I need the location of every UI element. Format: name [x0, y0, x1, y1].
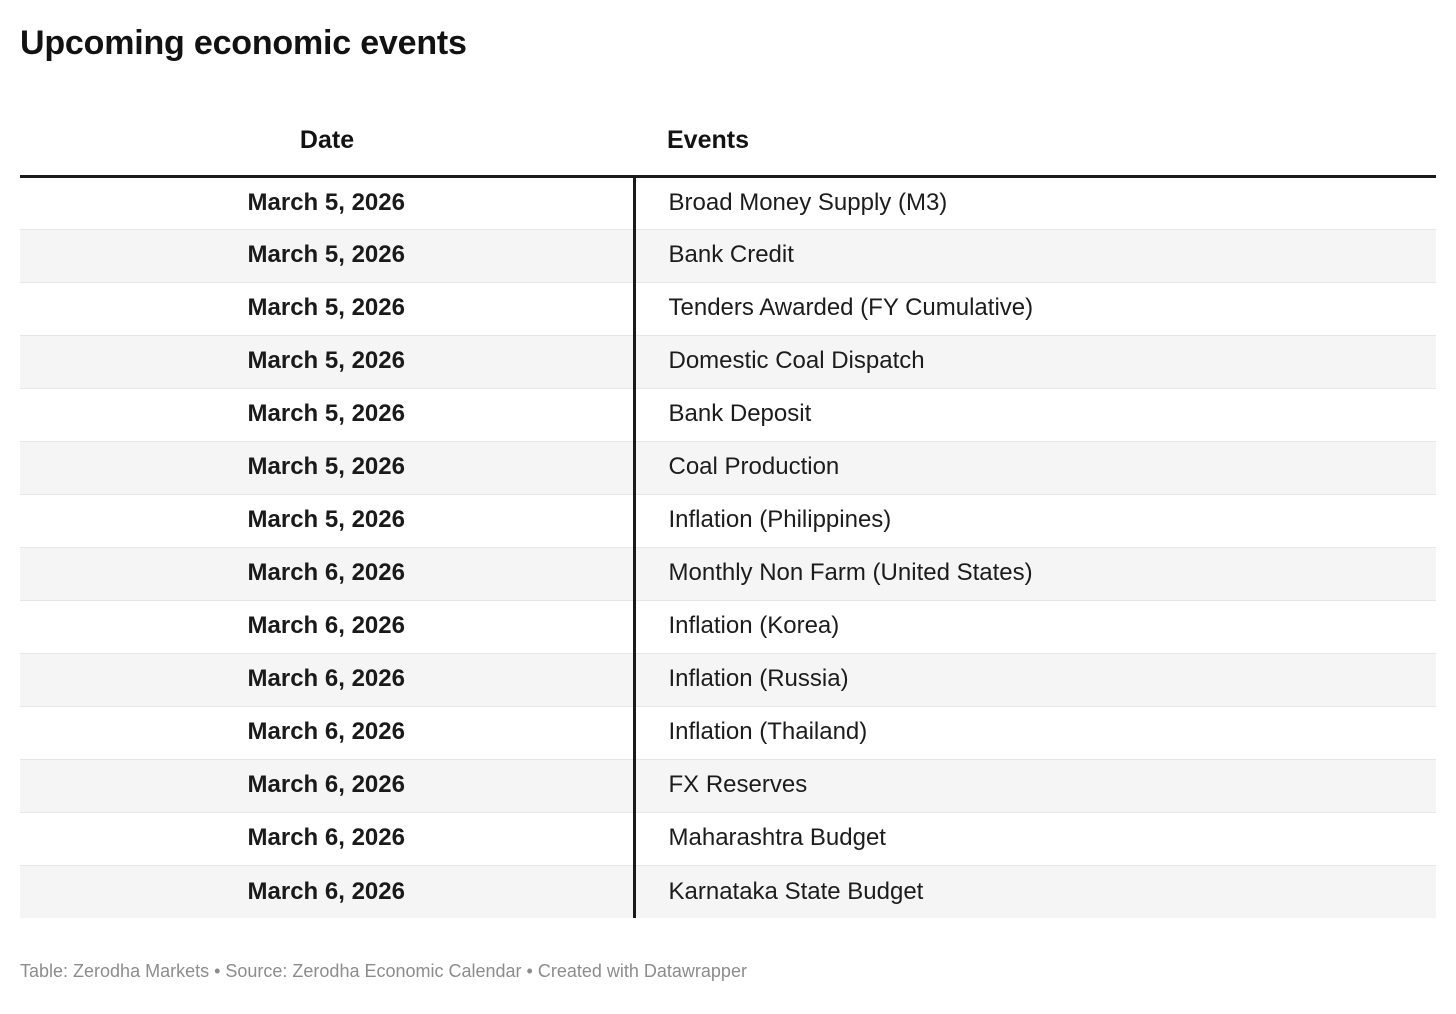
- date-cell: March 6, 2026: [20, 546, 634, 601]
- event-cell: FX Reserves: [632, 758, 1436, 813]
- event-cell: Inflation (Philippines): [632, 493, 1436, 548]
- date-cell: March 6, 2026: [20, 599, 634, 654]
- table-row: March 5, 2026 Tenders Awarded (FY Cumula…: [20, 281, 1436, 336]
- event-cell: Bank Deposit: [632, 387, 1436, 442]
- date-cell: March 5, 2026: [20, 334, 634, 389]
- date-cell: March 6, 2026: [20, 811, 634, 866]
- date-cell: March 5, 2026: [20, 440, 634, 495]
- table-row: March 5, 2026 Bank Credit: [20, 228, 1436, 283]
- table-header: Date Events: [20, 91, 1436, 178]
- date-cell: March 6, 2026: [20, 758, 634, 813]
- event-cell: Bank Credit: [632, 228, 1436, 283]
- event-cell: Inflation (Russia): [632, 652, 1436, 707]
- event-cell: Karnataka State Budget: [632, 864, 1436, 919]
- event-cell: Domestic Coal Dispatch: [632, 334, 1436, 389]
- date-cell: March 6, 2026: [20, 705, 634, 760]
- event-cell: Monthly Non Farm (United States): [632, 546, 1436, 601]
- economic-events-table: Date Events March 5, 2026 Broad Money Su…: [20, 91, 1436, 919]
- page-title: Upcoming economic events: [20, 24, 467, 62]
- datawrapper-table-page: Upcoming economic events Date Events Mar…: [20, 24, 1436, 982]
- date-cell: March 6, 2026: [20, 652, 634, 707]
- date-cell: March 5, 2026: [20, 281, 634, 336]
- date-cell: March 5, 2026: [20, 387, 634, 442]
- event-cell: Coal Production: [632, 440, 1436, 495]
- table-row: March 5, 2026 Inflation (Philippines): [20, 493, 1436, 548]
- date-cell: March 5, 2026: [20, 493, 634, 548]
- date-cell: March 5, 2026: [247, 188, 405, 216]
- attribution-footer: Table: Zerodha Markets • Source: Zerodha…: [20, 961, 747, 982]
- column-header-events: Events: [634, 91, 1436, 178]
- table-row: March 6, 2026 Inflation (Korea): [20, 599, 1436, 654]
- date-cell: March 6, 2026: [20, 864, 634, 919]
- table-row: March 5, 2026 Broad Money Supply (M3): [20, 176, 1436, 230]
- event-cell: Broad Money Supply (M3): [632, 176, 1436, 230]
- table-row: March 5, 2026 Bank Deposit: [20, 387, 1436, 442]
- event-cell: Tenders Awarded (FY Cumulative): [632, 281, 1436, 336]
- event-cell: Inflation (Korea): [632, 599, 1436, 654]
- event-cell: Maharashtra Budget: [632, 811, 1436, 866]
- table-row: March 6, 2026 Monthly Non Farm (United S…: [20, 546, 1436, 601]
- table-row: March 6, 2026 Karnataka State Budget: [20, 864, 1436, 919]
- column-header-date: Date: [20, 91, 634, 178]
- table-row: March 6, 2026 FX Reserves: [20, 758, 1436, 813]
- date-cell: March 5, 2026: [20, 228, 634, 283]
- table-row: March 6, 2026 Maharashtra Budget: [20, 811, 1436, 866]
- table-row: March 5, 2026 Coal Production: [20, 440, 1436, 495]
- table-row: March 6, 2026 Inflation (Thailand): [20, 705, 1436, 760]
- table-row: March 6, 2026 Inflation (Russia): [20, 652, 1436, 707]
- table-body: March 5, 2026 Broad Money Supply (M3) Ma…: [20, 176, 1436, 919]
- event-cell: Inflation (Thailand): [632, 705, 1436, 760]
- table-row: March 5, 2026 Domestic Coal Dispatch: [20, 334, 1436, 389]
